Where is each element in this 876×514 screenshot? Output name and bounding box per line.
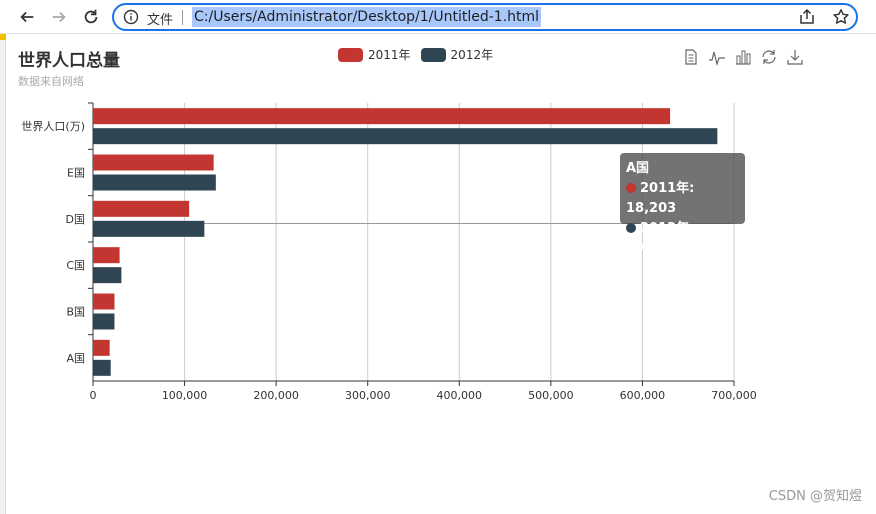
back-arrow-icon: [20, 11, 34, 23]
x-tick-label: 300,000: [345, 389, 391, 402]
x-tick-label: 600,000: [620, 389, 666, 402]
chart-subtitle: 数据来自网络: [18, 75, 84, 88]
bar-2012: [93, 220, 205, 237]
chart-title: 世界人口总量: [18, 51, 120, 71]
tooltip-row: 2012年: 19,325: [626, 219, 739, 259]
legend-swatch: [338, 47, 363, 62]
data-view-icon[interactable]: [682, 48, 700, 66]
share-icon[interactable]: [798, 8, 816, 26]
file-label: 文件: [147, 13, 174, 28]
bar-2011: [93, 154, 214, 171]
browser-toolbar: 文件 C:/Users/Administrator/Desktop/1/Unti…: [0, 0, 876, 34]
tooltip-row: 2011年: 18,203: [626, 179, 739, 219]
x-tick-label: 100,000: [162, 389, 208, 402]
legend-label: 2011年: [368, 48, 411, 62]
bookmark-star-icon[interactable]: [832, 8, 850, 26]
bar-2011: [93, 247, 120, 264]
tooltip-title: A国: [626, 161, 650, 176]
bar-2011: [93, 200, 190, 217]
restore-icon[interactable]: [760, 48, 778, 66]
info-icon[interactable]: [123, 9, 139, 25]
tooltip-row-label: 2011年: 18,203: [626, 181, 695, 216]
back-button[interactable]: [16, 6, 38, 28]
y-tick-label: E国: [67, 167, 85, 180]
y-tick-label: A国: [66, 352, 85, 365]
bar-2012: [93, 174, 216, 191]
address-bar[interactable]: 文件 C:/Users/Administrator/Desktop/1/Unti…: [112, 3, 858, 31]
chart-toolbox: [682, 48, 804, 66]
legend-swatch: [420, 47, 446, 62]
bar-2011: [93, 293, 115, 310]
y-tick-label: 世界人口(万): [21, 120, 85, 133]
left-panel-edge: [0, 34, 6, 514]
chart-tooltip: A国 2011年: 18,203 2012年: 19,325: [620, 153, 745, 256]
legend-label: 2012年: [450, 48, 494, 62]
url-text[interactable]: C:/Users/Administrator/Desktop/1/Untitle…: [192, 7, 542, 27]
x-tick-label: 200,000: [253, 389, 299, 402]
y-tick-label: D国: [66, 213, 85, 226]
watermark: CSDN @贺知煜: [768, 489, 862, 504]
x-tick-label: 500,000: [528, 389, 574, 402]
reload-icon: [84, 9, 98, 24]
bar-2012: [93, 313, 115, 330]
legend-item-2011[interactable]: 2011年: [338, 46, 411, 63]
legend-item-2012[interactable]: 2012年: [420, 46, 494, 63]
tooltip-dot: [626, 183, 636, 193]
bar-2012: [93, 359, 111, 376]
y-tick-label: B国: [66, 306, 85, 319]
tooltip-row-label: 2012年: 19,325: [626, 221, 695, 256]
tooltip-dot: [626, 223, 636, 233]
chart-legend: 2011年 2012年: [338, 46, 493, 63]
bar-2012: [93, 128, 718, 145]
x-tick-label: 700,000: [711, 389, 757, 402]
address-separator: [182, 10, 183, 25]
forward-button[interactable]: [48, 6, 70, 28]
bar-2011: [93, 108, 671, 125]
bar-2011: [93, 339, 110, 356]
bar-chart-icon[interactable]: [734, 48, 752, 66]
left-panel-marker: [0, 34, 6, 40]
line-chart-icon[interactable]: [708, 48, 726, 66]
forward-arrow-icon: [52, 11, 66, 23]
save-image-icon[interactable]: [786, 48, 804, 66]
x-tick-label: 400,000: [437, 389, 483, 402]
reload-button[interactable]: [80, 6, 102, 28]
x-tick-label: 0: [90, 389, 97, 402]
y-tick-label: C国: [66, 259, 85, 272]
bar-2012: [93, 267, 122, 284]
